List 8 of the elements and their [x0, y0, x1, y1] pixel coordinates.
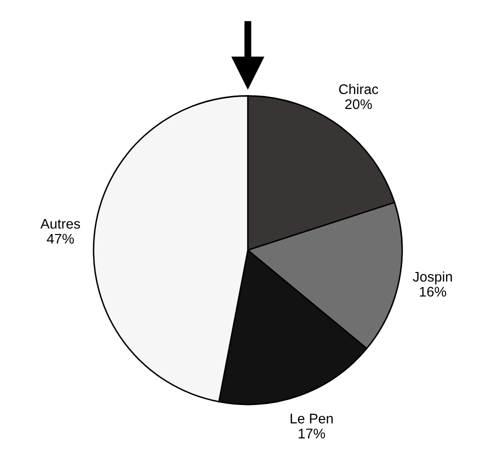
- data-label: 47%: [46, 234, 74, 244]
- slice-label: Autres: [40, 219, 80, 229]
- slice-label: Chirac: [339, 84, 378, 94]
- slice-label: Le Pen: [290, 414, 333, 424]
- data-label: 17%: [298, 428, 325, 438]
- data-label: 16%: [420, 286, 446, 297]
- data-label: 20%: [345, 99, 372, 110]
- slice-label: Jospin: [412, 271, 452, 284]
